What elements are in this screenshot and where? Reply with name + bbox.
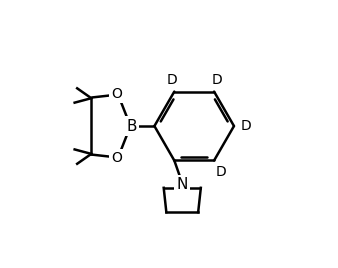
Text: D: D xyxy=(211,73,222,87)
Text: N: N xyxy=(176,177,188,192)
Text: D: D xyxy=(241,119,252,133)
Text: O: O xyxy=(111,151,122,165)
Text: O: O xyxy=(111,87,122,101)
Text: B: B xyxy=(127,118,137,133)
Text: D: D xyxy=(166,73,177,87)
Text: D: D xyxy=(215,165,226,179)
